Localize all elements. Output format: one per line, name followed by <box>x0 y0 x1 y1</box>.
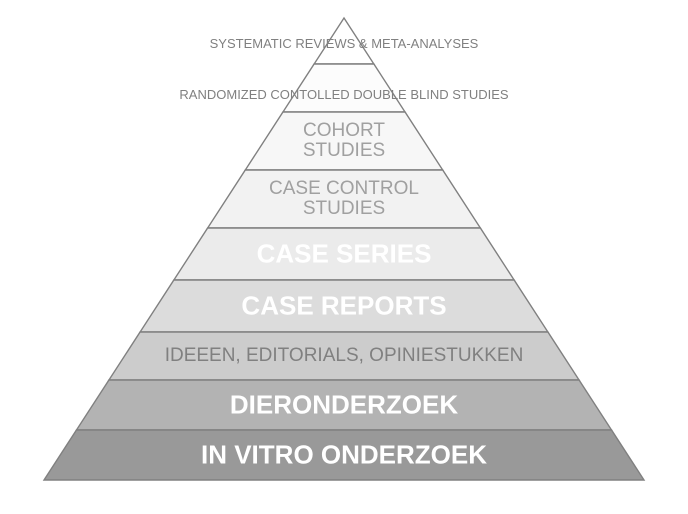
label-cohort: COHORTSTUDIES <box>303 121 385 161</box>
label-case-control: CASE CONTROLSTUDIES <box>269 179 419 219</box>
label-systematic-reviews: SYSTEMATIC REVIEWS & META-ANALYSES <box>210 36 479 51</box>
label-dieronderzoek: DIERONDERZOEK <box>230 390 458 421</box>
label-case-series: CASE SERIES <box>257 239 432 270</box>
label-case-reports: CASE REPORTS <box>241 291 446 322</box>
label-rct: RANDOMIZED CONTOLLED DOUBLE BLIND STUDIE… <box>179 87 508 102</box>
label-in-vitro: IN VITRO ONDERZOEK <box>201 440 487 471</box>
label-editorials: IDEEEN, EDITORIALS, OPINIESTUKKEN <box>165 345 524 367</box>
